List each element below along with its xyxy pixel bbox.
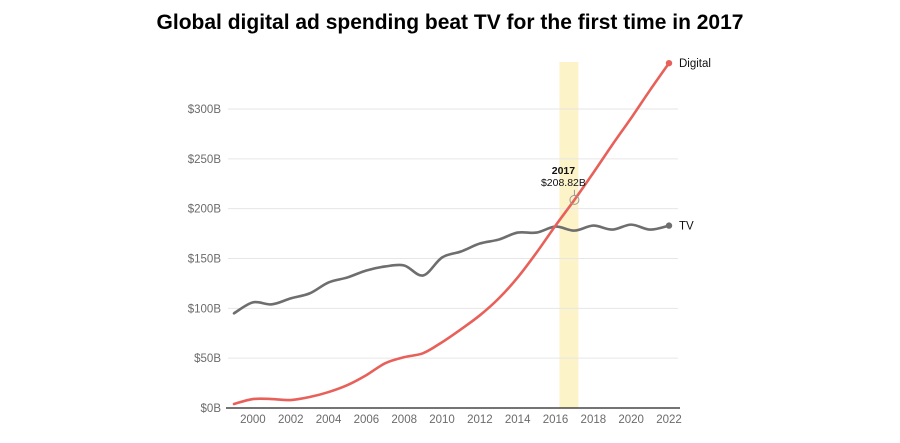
x-tick-label: 2022 xyxy=(656,414,682,426)
annotation-point-marker xyxy=(569,194,580,205)
y-axis: $0B $50B $100B $150B $200B $250B $300B xyxy=(188,104,222,415)
series-tv: TV xyxy=(232,221,694,315)
digital-line xyxy=(232,61,671,406)
x-tick-label: 2006 xyxy=(354,414,380,426)
y-tick-label: $150B xyxy=(188,254,222,266)
highlight-band-2017 xyxy=(559,62,579,408)
tv-line xyxy=(232,223,671,315)
y-tick-label: $100B xyxy=(188,303,222,315)
x-tick-label: 2002 xyxy=(278,414,304,426)
highlight-layer xyxy=(559,62,579,408)
y-tick-label: $300B xyxy=(188,104,222,116)
x-tick-label: 2012 xyxy=(467,414,493,426)
series-digital: Digital xyxy=(232,58,711,406)
x-tick-label: 2000 xyxy=(240,414,266,426)
digital-series-label: Digital xyxy=(679,58,711,70)
y-tick-label: $50B xyxy=(194,353,221,365)
y-tick-label: $200B xyxy=(188,204,222,216)
x-tick-label: 2008 xyxy=(391,414,417,426)
x-tick-label: 2016 xyxy=(543,414,569,426)
y-tick-label: $250B xyxy=(188,154,222,166)
annotation-year: 2017 xyxy=(552,165,576,177)
tv-series-label: TV xyxy=(679,221,694,233)
x-tick-label: 2020 xyxy=(618,414,644,426)
annotation-layer: 2017$208.82B xyxy=(541,165,586,205)
x-tick-label: 2014 xyxy=(505,414,531,426)
x-tick-label: 2010 xyxy=(429,414,455,426)
tv-end-marker xyxy=(665,222,673,229)
chart-title: Global digital ad spending beat TV for t… xyxy=(156,11,744,34)
x-tick-label: 2018 xyxy=(581,414,607,426)
annotation-value: $208.82B xyxy=(541,177,586,189)
y-tick-label: $0B xyxy=(201,403,222,415)
digital-end-marker xyxy=(665,59,673,67)
x-tick-label: 2004 xyxy=(316,414,342,426)
x-axis: 2000 2002 2004 2006 2008 2010 2012 2014 2016 2018… xyxy=(226,407,682,426)
series-layer: TV Digital xyxy=(232,58,711,406)
